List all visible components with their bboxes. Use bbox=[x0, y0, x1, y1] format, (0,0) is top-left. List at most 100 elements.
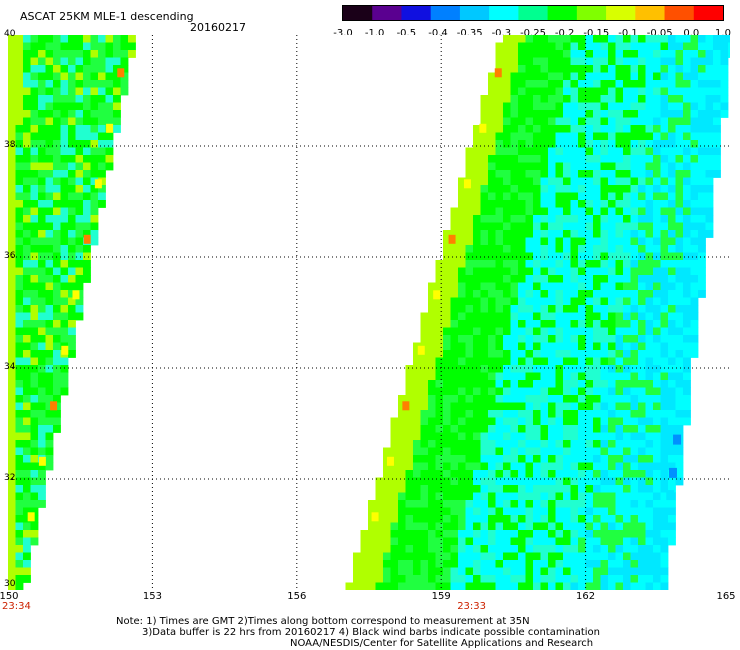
swath-cell bbox=[450, 297, 459, 306]
swath-cell bbox=[705, 80, 714, 88]
swath-cell bbox=[480, 395, 489, 403]
swath-cell bbox=[45, 455, 54, 463]
swath-cell bbox=[473, 507, 481, 516]
swath-cell bbox=[518, 72, 526, 81]
swath-cell bbox=[540, 537, 549, 546]
swath-cell bbox=[38, 87, 46, 96]
swath-cell bbox=[555, 140, 564, 148]
swath-cell bbox=[578, 305, 586, 313]
swath-cell bbox=[428, 522, 436, 531]
swath-cell bbox=[420, 470, 429, 478]
swath-cell bbox=[8, 125, 16, 133]
swath-cell bbox=[623, 140, 631, 148]
swath-cell bbox=[30, 282, 39, 291]
swath-cell bbox=[443, 440, 451, 448]
swath-cell bbox=[585, 170, 594, 178]
swath-cell bbox=[465, 215, 474, 223]
swath-cell bbox=[90, 192, 99, 201]
swath-cell bbox=[8, 522, 16, 531]
swath-cell bbox=[480, 320, 489, 328]
swath-cell bbox=[53, 305, 61, 313]
swath-cell bbox=[15, 260, 24, 268]
swath-cell bbox=[45, 117, 54, 126]
swath-cell bbox=[563, 110, 571, 118]
swath-cell bbox=[488, 207, 496, 216]
swath-cell bbox=[473, 282, 481, 291]
swath-cell bbox=[705, 42, 714, 51]
swath-cell bbox=[113, 65, 121, 73]
swath-cell bbox=[495, 425, 504, 433]
swath-cell bbox=[593, 567, 601, 576]
swath-cell bbox=[660, 372, 669, 381]
swath-cell bbox=[525, 140, 534, 148]
swath-cell bbox=[23, 522, 31, 531]
swath-cell bbox=[15, 440, 24, 448]
swath-cell bbox=[660, 380, 669, 388]
swath-cell bbox=[83, 140, 91, 148]
swath-cell bbox=[698, 200, 706, 208]
swath-cell bbox=[683, 380, 691, 388]
swath-cell bbox=[473, 237, 481, 246]
swath-cell bbox=[683, 335, 691, 343]
swath-cell bbox=[578, 530, 586, 538]
swath-cell bbox=[510, 515, 519, 523]
swath-cell bbox=[15, 177, 24, 186]
swath-cell bbox=[495, 290, 504, 298]
swath-cell bbox=[570, 470, 579, 478]
swath-cell bbox=[525, 477, 534, 486]
swath-cell bbox=[458, 312, 466, 321]
swath-cell bbox=[623, 117, 631, 126]
swath-cell bbox=[585, 35, 594, 43]
swath-cell bbox=[615, 87, 624, 96]
swath-cell bbox=[488, 192, 496, 201]
swath-cell bbox=[353, 567, 361, 576]
swath-cell bbox=[578, 470, 586, 478]
swath-cell bbox=[540, 117, 549, 126]
swath-cell bbox=[555, 170, 564, 178]
swath-cell bbox=[608, 335, 616, 343]
swath-cell bbox=[30, 320, 39, 328]
colorbar-swatch bbox=[459, 6, 490, 20]
swath-cell bbox=[495, 207, 504, 216]
swath-cell bbox=[413, 410, 421, 418]
swath-cell bbox=[518, 350, 526, 358]
swath-cell bbox=[525, 252, 534, 261]
swath-cell bbox=[630, 230, 639, 238]
swath-cell bbox=[8, 425, 16, 433]
swath-cell bbox=[450, 312, 459, 321]
swath-cell bbox=[68, 275, 76, 283]
swath-cell bbox=[653, 102, 661, 111]
swath-cell bbox=[705, 72, 714, 81]
swath-cell bbox=[15, 507, 24, 516]
swath-cell bbox=[450, 552, 459, 561]
latitude-label: 38 bbox=[4, 140, 16, 150]
swath-cell bbox=[615, 185, 624, 193]
swath-cell bbox=[510, 72, 519, 81]
swath-cell bbox=[75, 125, 84, 133]
swath-cell bbox=[53, 260, 61, 268]
swath-cell bbox=[75, 170, 84, 178]
swath-cell bbox=[525, 522, 534, 531]
swath-cell bbox=[428, 462, 436, 471]
swath-cell bbox=[38, 57, 46, 66]
swath-cell bbox=[615, 147, 624, 156]
swath-cell bbox=[518, 387, 526, 396]
swath-cell bbox=[30, 95, 39, 103]
swath-cell bbox=[465, 402, 474, 411]
swath-cell bbox=[450, 470, 459, 478]
swath-cell bbox=[405, 365, 414, 373]
swath-cell bbox=[683, 117, 691, 126]
swath-cell bbox=[525, 312, 534, 321]
swath-cell bbox=[465, 147, 474, 156]
swath-cell bbox=[668, 372, 676, 381]
swath-cell bbox=[128, 42, 136, 51]
swath-cell bbox=[608, 522, 616, 531]
swath-cell bbox=[600, 237, 609, 246]
swath-cell bbox=[495, 387, 504, 396]
swath-cell bbox=[510, 57, 519, 66]
swath-cell bbox=[53, 387, 61, 396]
swath-cell bbox=[458, 560, 466, 568]
swath-cell bbox=[503, 132, 511, 141]
swath-cell bbox=[675, 237, 684, 246]
swath-cell bbox=[488, 230, 496, 238]
